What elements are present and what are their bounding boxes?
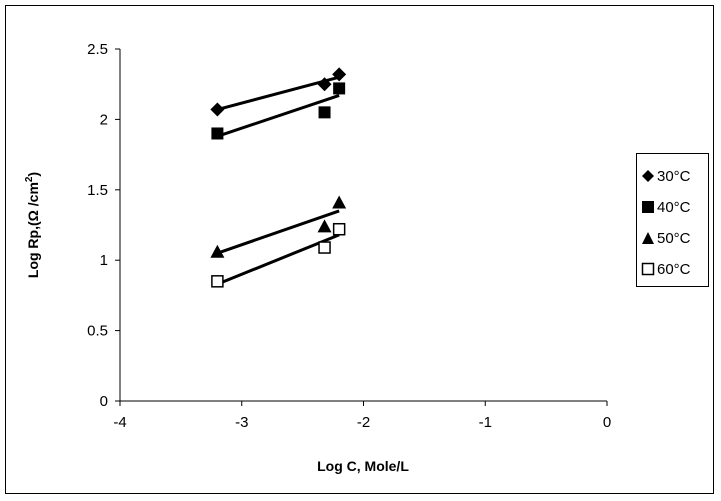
data-point-series-0 [210, 102, 225, 117]
legend: 30°C 40°C 50°C 60°C [636, 153, 709, 287]
x-tick-label: -1 [479, 414, 492, 431]
legend-item-30c: 30°C [641, 166, 691, 186]
data-point-series-3 [211, 275, 224, 288]
legend-item-60c: 60°C [641, 259, 691, 279]
triangle-marker-icon [642, 232, 654, 244]
x-axis-title: Log C, Mole/L [317, 458, 409, 474]
y-axis-title-superscript: 2 [24, 176, 35, 182]
y-axis-title-end: ) [25, 172, 41, 177]
legend-item-50c: 50°C [641, 228, 691, 248]
y-tick-label: 0 [100, 393, 108, 410]
x-tick-label: -2 [357, 414, 370, 431]
y-tick-label: 2.5 [87, 41, 108, 58]
x-tick-label: -4 [113, 414, 126, 431]
data-point-series-0 [317, 77, 332, 92]
y-tick-label: 2 [100, 111, 108, 128]
legend-label-30c: 30°C [657, 167, 691, 185]
ticks: -4 -3 -2 -1 0 0 0.5 1 1.5 2 2.5 [87, 41, 611, 431]
axes [119, 49, 607, 402]
y-tick-label: 0.5 [87, 323, 108, 340]
y-tick-label: 1.5 [87, 182, 108, 199]
trendline-series-2 [216, 209, 340, 255]
data-point-series-1 [318, 106, 331, 119]
data-point-series-2 [332, 195, 347, 209]
trendline-series-0 [217, 75, 340, 111]
data-point-series-0 [332, 67, 347, 82]
x-tick-label: -3 [235, 414, 248, 431]
data-points [210, 67, 347, 288]
diamond-marker-icon [642, 170, 654, 182]
data-point-series-2 [317, 219, 332, 233]
legend-item-40c: 40°C [641, 197, 691, 217]
legend-label-50c: 50°C [657, 229, 691, 247]
filled-square-marker-icon [642, 201, 654, 213]
chart-frame [5, 5, 714, 494]
open-square-marker-icon [641, 262, 655, 276]
x-tick-label: 0 [603, 414, 611, 431]
data-point-series-3 [332, 222, 346, 236]
legend-label-60c: 60°C [657, 260, 691, 278]
y-tick-label: 1 [100, 252, 108, 269]
data-point-series-1 [333, 82, 346, 95]
trendline-series-1 [216, 94, 340, 138]
legend-label-40c: 40°C [657, 198, 691, 216]
data-point-series-2 [210, 244, 225, 258]
y-axis-title-main: Log Rp,(Ω /cm [25, 182, 41, 278]
data-point-series-1 [211, 127, 224, 140]
y-axis-title: Log Rp,(Ω /cm2) [24, 172, 41, 278]
data-point-series-3 [318, 241, 331, 254]
